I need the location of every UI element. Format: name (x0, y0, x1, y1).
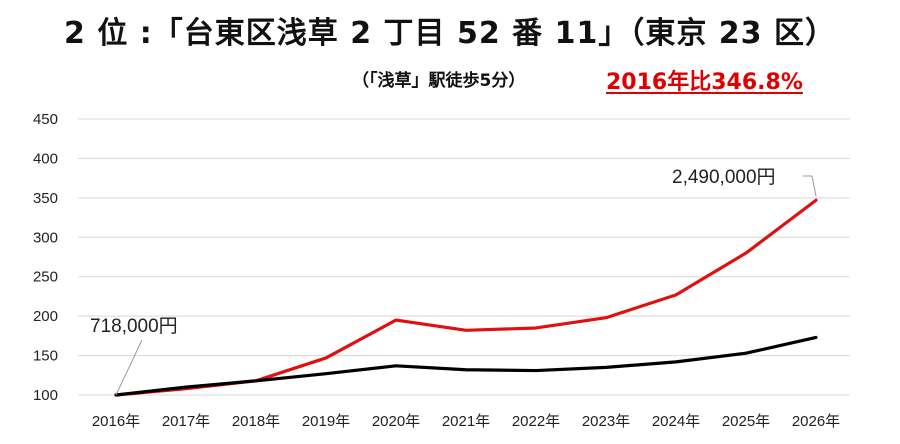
annotation-leader (803, 175, 817, 197)
y-tick-label: 300 (33, 229, 58, 246)
x-tick-label: 2018年 (232, 413, 280, 430)
x-tick-label: 2023年 (582, 413, 630, 430)
chart-title: 2 位 :「台東区浅草 2 丁目 52 番 11」（東京 23 区） (64, 16, 836, 51)
series-line-black (114, 335, 818, 397)
x-tick-label: 2019年 (302, 413, 350, 430)
x-tick-label: 2017年 (162, 413, 210, 430)
growth-highlight: 2016年比346.8% (606, 70, 803, 95)
y-tick-label: 350 (33, 190, 58, 207)
grid-lines (78, 118, 850, 396)
y-tick-label: 250 (33, 269, 58, 286)
x-tick-label: 2022年 (512, 413, 560, 430)
y-tick-label: 400 (33, 150, 58, 167)
chart-subtitle: （「浅草」駅徒歩5分） (352, 71, 526, 91)
y-axis-ticks: 100 150 200 250 300 350 400 450 (33, 111, 58, 404)
series-lines (114, 198, 818, 397)
x-tick-label: 2020年 (372, 413, 420, 430)
annotation-leader (115, 339, 143, 396)
y-tick-label: 450 (33, 111, 58, 128)
x-axis-ticks: 2016年 2017年 2018年 2019年 2020年 2021年 2022年 2023年… (92, 413, 840, 430)
annotation-start-price: 718,000円 (90, 316, 178, 337)
x-tick-label: 2021年 (442, 413, 490, 430)
x-tick-label: 2016年 (92, 413, 140, 430)
x-tick-label: 2024年 (652, 413, 700, 430)
series-line-red (114, 198, 818, 397)
y-tick-label: 150 (33, 348, 58, 365)
y-tick-label: 200 (33, 308, 58, 325)
annotations: 718,000円 2,490,000円 (90, 167, 817, 396)
x-tick-label: 2026年 (792, 413, 840, 430)
annotation-end-price: 2,490,000円 (672, 167, 776, 188)
y-tick-label: 100 (33, 387, 58, 404)
x-tick-label: 2025年 (722, 413, 770, 430)
